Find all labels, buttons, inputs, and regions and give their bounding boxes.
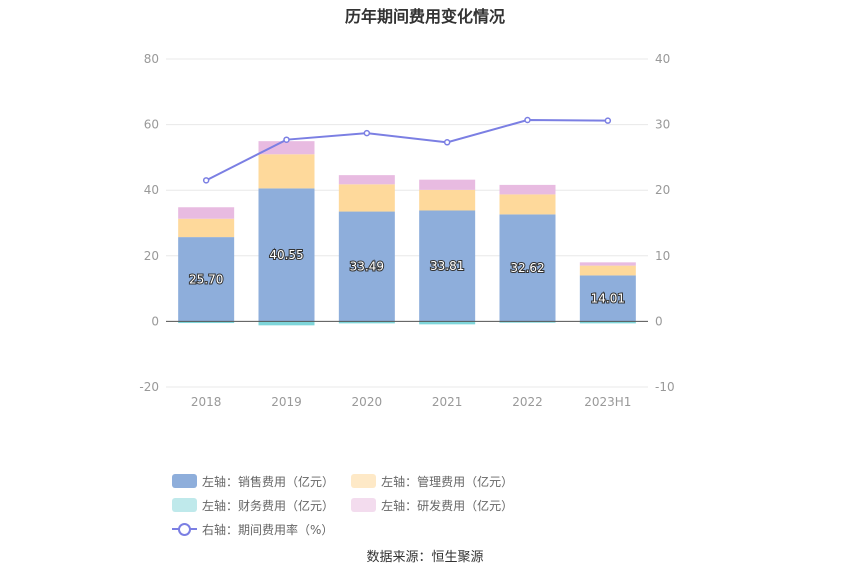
legend-swatch-rnd — [351, 498, 377, 512]
left-axis-tick-label: 60 — [144, 118, 159, 132]
x-axis-tick-label: 2020 — [352, 395, 383, 409]
legend-swatch-finance — [172, 498, 197, 512]
legend-line-icon — [172, 522, 197, 536]
bar-segment — [338, 321, 395, 324]
legend-item-rate[interactable]: 右轴：期间费用率（%） — [172, 521, 333, 537]
bar-data-label: 32.62 — [510, 261, 544, 275]
legend-item-rnd[interactable]: 左轴：研发费用（亿元） — [351, 497, 513, 513]
bar-segment — [499, 184, 556, 195]
right-axis-tick-label: 20 — [655, 183, 670, 197]
legend-item-admin[interactable]: 左轴：管理费用（亿元） — [351, 473, 513, 489]
bar-segment — [499, 321, 556, 323]
bar-data-label: 25.70 — [189, 272, 223, 286]
bar-segment — [419, 189, 476, 211]
bar-segment — [419, 321, 476, 325]
bar-segment — [419, 210, 476, 322]
right-axis-tick-label: 10 — [655, 249, 670, 263]
bar-segment — [178, 237, 235, 322]
rate-point — [524, 116, 531, 124]
bar-segment — [258, 154, 315, 189]
left-axis-tick-label: -20 — [139, 380, 159, 394]
legend-item-finance[interactable]: 左轴：财务费用（亿元） — [172, 497, 334, 513]
right-axis-tick-label: -10 — [655, 380, 675, 394]
bar-segment — [579, 262, 636, 266]
bar-segment — [258, 141, 315, 155]
right-axis-tick-label: 0 — [655, 314, 663, 328]
rate-point — [202, 177, 210, 184]
right-axis-tick-label: 30 — [655, 118, 670, 132]
left-axis-tick-label: 40 — [144, 183, 159, 197]
legend-item-sales[interactable]: 左轴：销售费用（亿元） — [172, 473, 334, 489]
chart-area: -20 -10 0 0 20 10 40 20 60 30 80 40 2018 2019 2020 2021… — [139, 52, 674, 409]
x-axis-tick-label: 2018 — [191, 395, 222, 409]
axis-layer: -20 -10 0 0 20 10 40 20 60 30 80 40 2018 2019 2020 2021… — [139, 52, 674, 409]
legend-label-sales: 左轴：销售费用（亿元） — [202, 474, 335, 489]
x-axis-tick-label: 2021 — [432, 395, 463, 409]
legend-label-rnd: 左轴：研发费用（亿元） — [381, 498, 514, 513]
legend-label-finance: 左轴：财务费用（亿元） — [202, 498, 335, 513]
rate-point — [604, 117, 612, 124]
legend: 左轴：销售费用（亿元） 左轴：管理费用（亿元） 左轴：财务费用（亿元） 左轴：研… — [172, 473, 692, 545]
rate-point — [283, 136, 290, 143]
bar-segment — [419, 179, 476, 190]
bar-data-label: 14.01 — [591, 291, 625, 305]
left-axis-tick-label: 20 — [144, 249, 159, 263]
bar-segment — [338, 211, 395, 322]
bar-segment — [258, 321, 315, 326]
legend-label-admin: 左轴：管理费用（亿元） — [381, 474, 514, 489]
rate-line-series — [202, 116, 612, 184]
rate-point — [363, 129, 371, 137]
grid-lines — [166, 58, 648, 388]
bar-segment — [338, 184, 395, 212]
legend-swatch-admin — [351, 474, 377, 488]
x-axis-tick-label: 2022 — [512, 395, 543, 409]
x-axis-tick-label: 2019 — [271, 395, 302, 409]
rate-line — [205, 119, 608, 182]
bar-segment — [579, 265, 636, 276]
bar-segment — [258, 188, 315, 322]
right-axis-tick-label: 40 — [655, 52, 670, 66]
left-axis-tick-label: 0 — [151, 314, 159, 328]
bar-segment — [499, 214, 556, 322]
x-axis-tick-label: 2023H1 — [584, 395, 631, 409]
bar-data-label: 33.49 — [350, 259, 384, 273]
rate-point — [443, 139, 451, 146]
bar-data-label: 33.81 — [430, 259, 464, 273]
bar-segment — [178, 218, 235, 238]
left-axis-tick-label: 80 — [144, 52, 159, 66]
bar-segment — [178, 321, 235, 324]
legend-swatch-sales — [172, 474, 197, 488]
bar-series — [178, 141, 636, 326]
bar-segment — [499, 194, 556, 215]
bar-segment — [579, 275, 636, 322]
bar-data-label: 40.55 — [269, 248, 303, 262]
legend-label-rate: 右轴：期间费用率（%） — [202, 522, 334, 537]
bar-segment — [579, 321, 636, 324]
bar-segment — [338, 175, 395, 185]
data-source: 数据来源：恒生聚源 — [366, 550, 484, 565]
bar-segment — [178, 207, 235, 219]
chart-title: 历年期间费用变化情况 — [344, 7, 505, 26]
bar-data-labels: 25.70 40.55 33.49 33.81 32.62 14.01 — [188, 247, 626, 307]
